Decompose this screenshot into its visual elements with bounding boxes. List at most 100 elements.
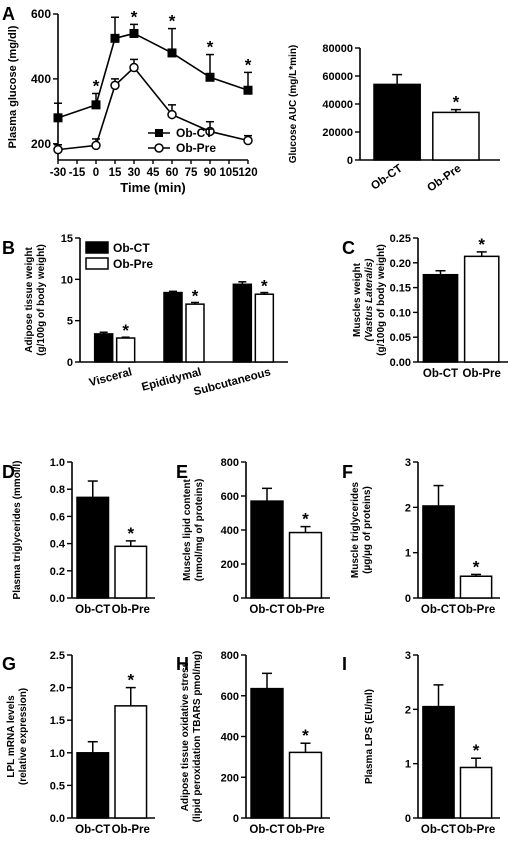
bar-B-Subcutaneous-Ob-Pre	[254, 293, 275, 363]
point-Ob-Pre-5	[205, 126, 215, 137]
y-tick-label-E-3: 600	[221, 491, 239, 503]
x-axis-label-A: Time (min)	[120, 180, 186, 195]
y-axis-label-H-1: Adipose tissue oxidative stress	[180, 661, 191, 811]
bar-B-Visceral-Ob-Pre	[115, 337, 136, 363]
bar-G-Ob-CT	[76, 752, 110, 819]
x-tick-label-H-1: Ob-Pre	[286, 824, 324, 836]
panel-label-g: G	[2, 654, 16, 674]
y-axis-label-B-2: (g/100g of body weight)	[36, 244, 47, 356]
bar-G-Ob-Pre	[114, 705, 148, 819]
y-tick-label-E-0: 0	[233, 593, 239, 605]
y-tick-label-I-3: 3	[405, 650, 411, 662]
panel-label-a: A	[2, 4, 15, 24]
y-tick-label-A2-4: 80000	[322, 43, 353, 55]
y-tick-label-G-4: 2.0	[50, 683, 65, 695]
point-Ob-Pre-0	[53, 144, 63, 155]
panel-label-f: F	[342, 462, 353, 482]
y-tick-label-A2-3: 60000	[322, 71, 353, 83]
bar-C-Ob-CT	[422, 273, 459, 363]
x-tick-label-E-0: Ob-CT	[249, 604, 284, 616]
significance-star-B-1: *	[192, 286, 199, 305]
x-tick-label-G-0: Ob-CT	[75, 824, 110, 836]
y-tick-label-A2-2: 40000	[322, 99, 353, 111]
y-tick-label-F-2: 2	[405, 502, 411, 514]
bar-I-Ob-Pre	[459, 766, 493, 819]
y-tick-label-B-3: 15	[61, 233, 73, 245]
y-tick-label-A-0: 200	[31, 137, 51, 151]
bar-A2-Ob-Pre	[432, 111, 480, 161]
significance-star-D-1: *	[127, 524, 134, 543]
y-tick-label-C-2: 0.10	[390, 307, 411, 319]
y-axis-label-A: Plasma glucose (mg/dl)	[7, 25, 19, 148]
bar-E-Ob-Pre	[288, 531, 323, 599]
panel-label-i: I	[342, 654, 347, 674]
point-Ob-Pre-3	[129, 62, 139, 73]
panel-label-e: E	[176, 462, 188, 482]
significance-star-A-2: *	[169, 12, 176, 31]
x-tick-label-A-6: 60	[166, 167, 179, 179]
x-tick-label-I-0: Ob-CT	[421, 824, 456, 836]
bar-I-Ob-CT	[422, 705, 455, 819]
panel-label-d: D	[2, 462, 15, 482]
y-axis-label-H-2: (lipid peroxidation TBARS pmol/mg)	[192, 651, 203, 823]
x-tick-label-F-1: Ob-Pre	[457, 604, 495, 616]
y-tick-label-I-0: 0	[405, 813, 411, 825]
x-tick-label-A-4: 30	[128, 167, 141, 179]
x-tick-label-A2-1: Ob-Pre	[425, 163, 463, 195]
point-Ob-Pre-4	[167, 109, 177, 120]
bar-A2-Ob-CT	[373, 83, 421, 161]
y-tick-label-C-5: 0.25	[390, 233, 411, 245]
point-Ob-Pre-6	[243, 135, 253, 146]
significance-star-F-1: *	[473, 557, 480, 576]
legend-marker-Ob-CT	[155, 129, 163, 137]
y-tick-label-D-3: 0.6	[50, 511, 65, 523]
y-axis-label-D: Plasma triglycerides (mmol/l)	[12, 461, 23, 600]
y-tick-label-G-5: 2.5	[50, 650, 65, 662]
y-axis-label-I: Plasma LPS (EU/ml)	[364, 689, 375, 784]
bar-B-Subcutaneous-Ob-CT	[232, 283, 253, 363]
y-tick-label-F-3: 3	[405, 457, 411, 469]
panel-label-h: H	[176, 654, 189, 674]
y-tick-label-H-1: 200	[221, 772, 239, 784]
x-tick-label-B-0: Visceral	[88, 366, 134, 389]
panel-label-b: B	[2, 238, 15, 258]
x-tick-label-G-1: Ob-Pre	[112, 824, 150, 836]
significance-star-B-2: *	[261, 277, 268, 296]
y-tick-label-H-4: 800	[221, 650, 239, 662]
y-tick-label-E-1: 200	[221, 559, 239, 571]
y-tick-label-A2-0: 0	[347, 155, 353, 167]
y-axis-label-A2: Glucose AUC (mg/L*min)	[288, 45, 299, 164]
legend-swatch-B-Ob-CT	[85, 241, 109, 254]
point-Ob-CT-1	[91, 100, 101, 110]
y-tick-label-C-4: 0.20	[390, 258, 411, 270]
significance-star-A2-1: *	[453, 93, 460, 112]
y-tick-label-A-1: 400	[31, 72, 51, 86]
y-tick-label-F-0: 0	[405, 593, 411, 605]
x-tick-label-I-1: Ob-Pre	[457, 824, 495, 836]
x-tick-label-A-5: 45	[147, 167, 160, 179]
legend-marker-Ob-Pre	[154, 143, 164, 153]
bar-B-Epididymal-Ob-CT	[163, 291, 183, 363]
y-axis-label-B-1: Adipose tissue weight	[24, 247, 35, 353]
x-tick-label-E-1: Ob-Pre	[286, 604, 324, 616]
y-axis-label-F-1: Muscle triglycerides	[350, 481, 361, 578]
significance-star-A-4: *	[245, 55, 252, 74]
y-tick-label-C-0: 0.00	[390, 357, 411, 369]
x-tick-label-A2-0: Ob-CT	[369, 163, 405, 193]
bar-B-Visceral-Ob-CT	[93, 333, 114, 363]
significance-star-A-3: *	[207, 38, 214, 57]
y-axis-label-C-2: (Vastus Lateralis)	[364, 258, 375, 342]
y-tick-label-G-3: 1.5	[50, 715, 65, 727]
point-Ob-CT-6	[243, 85, 253, 95]
y-tick-label-G-2: 1.0	[50, 748, 65, 760]
y-tick-label-E-2: 400	[221, 525, 239, 537]
x-tick-label-C-1: Ob-Pre	[463, 368, 501, 380]
x-tick-label-A-9: 105	[219, 167, 239, 179]
y-tick-label-A2-1: 20000	[322, 127, 353, 139]
y-tick-label-D-4: 0.8	[50, 484, 65, 496]
y-tick-label-G-0: 0.0	[50, 813, 65, 825]
x-tick-label-D-1: Ob-Pre	[112, 604, 150, 616]
x-tick-label-A-7: 75	[185, 167, 198, 179]
significance-star-A-1: *	[131, 7, 138, 26]
